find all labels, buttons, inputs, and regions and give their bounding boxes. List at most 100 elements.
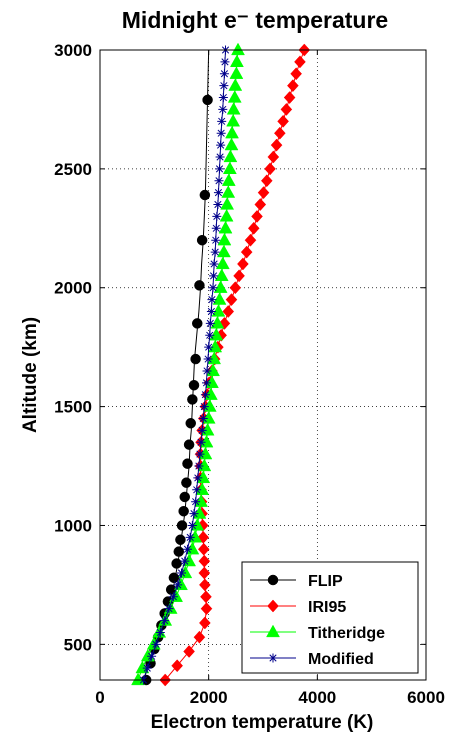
legend-label: Titheridge [308,625,385,642]
data-point-triangle [219,209,234,222]
data-point-triangle [214,268,229,281]
x-tick-label: 4000 [298,688,336,707]
data-point-circle [175,534,186,545]
data-point-triangle [210,316,225,329]
data-point-star [208,283,218,293]
x-tick-label: 2000 [190,688,228,707]
data-point-diamond [294,55,306,69]
data-point-triangle [231,42,245,56]
data-point-star [155,627,165,637]
data-point-star [220,57,230,67]
data-point-star [203,354,213,364]
data-point-circle [178,505,189,517]
data-point-diamond [267,150,280,164]
data-point-triangle [229,54,244,68]
data-point-triangle [216,244,231,258]
data-point-triangle [207,351,222,365]
y-axis-label: Altitude (km) [20,317,41,433]
data-point-diamond [200,602,213,616]
data-point-circle [196,234,208,246]
data-point-triangle [220,197,235,210]
data-point-star [206,307,216,317]
data-point-star [151,639,161,649]
y-tick-label: 500 [64,635,92,654]
data-point-star [219,81,229,91]
data-point-star [201,378,211,388]
plot-frame [99,49,427,681]
legend-item-iri95: IRI95 [250,599,346,616]
data-point-star [147,651,157,661]
data-point-triangle [217,232,232,246]
data-point-triangle [211,304,226,317]
data-point-star [215,152,225,162]
data-point-star [189,509,199,519]
data-point-triangle [222,161,237,174]
data-point-star [214,176,224,186]
data-point-diamond [222,305,235,318]
data-point-star [193,473,203,483]
data-point-diamond [183,645,195,658]
data-point-star [210,247,220,257]
data-point-circle [183,439,195,450]
y-tick-label: 2000 [54,279,92,298]
legend-label: Modified [308,651,374,668]
data-point-diamond [260,174,273,188]
x-tick-label: 6000 [407,688,445,707]
legend-item-titheridge: Titheridge [250,624,385,642]
data-point-star [196,437,206,447]
data-point-star [207,295,217,305]
data-point-diamond [225,293,238,307]
data-point-diamond [237,257,249,271]
data-point-diamond [240,245,253,259]
data-point-diamond [229,281,242,295]
data-point-diamond [274,126,286,140]
data-point-triangle [228,78,243,91]
data-point-diamond [280,103,293,116]
chart-title: Midnight e⁻ temperature [122,7,388,33]
data-point-star [215,164,225,174]
data-point-diamond [171,659,183,673]
data-point-circle [199,189,211,201]
x-tick-label: 0 [95,688,104,707]
legend-items: FLIP IRI95 Titheridge Modified [250,573,385,668]
data-point-star [216,140,226,150]
data-point-triangle [225,125,239,139]
legend-label: IRI95 [308,599,346,616]
data-point-triangle [206,363,220,377]
data-point-diamond [233,269,245,283]
data-point-star [185,532,195,542]
data-point-star [197,425,207,435]
data-point-star [211,223,221,233]
series-titheridge [131,42,245,686]
data-point-triangle [226,113,241,127]
data-point-star [192,485,202,495]
data-point-star [164,604,174,614]
data-point-star [219,69,229,79]
data-point-circle [181,477,192,488]
data-point-diamond [197,542,210,556]
data-point-star [177,568,186,578]
data-point-diamond [198,566,211,580]
data-point-star [160,616,170,626]
data-point-star [205,330,215,340]
data-point-star [173,580,183,590]
legend-item-flip: FLIP [250,573,343,590]
data-point-diamond [267,599,279,613]
legend-item-modified: Modified [250,651,374,668]
data-point-circle [267,574,279,586]
data-point-star [204,342,214,352]
data-point-star [200,390,210,400]
data-point-star [195,449,205,459]
data-point-diamond [287,79,299,93]
y-tick-label: 1500 [54,398,92,417]
data-point-star [216,128,226,138]
data-point-circle [188,379,200,391]
data-point-star [180,556,190,566]
data-point-star [182,544,192,554]
data-point-circle [194,280,205,291]
data-point-star [168,592,178,602]
legend: FLIP IRI95 Titheridge Modified [241,561,419,674]
data-point-star [213,188,223,198]
data-point-star [218,93,228,103]
